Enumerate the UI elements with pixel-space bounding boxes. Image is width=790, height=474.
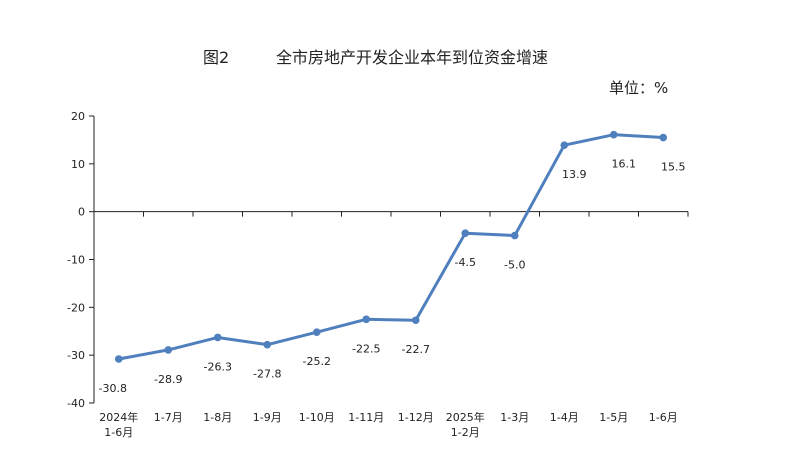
data-label: 16.1 [612, 158, 637, 171]
x-tick-label: 1-12月 [398, 411, 434, 424]
data-label: -22.7 [402, 343, 430, 356]
data-point [411, 316, 420, 325]
data-point [213, 333, 222, 342]
data-point [263, 340, 272, 349]
data-label: -30.8 [99, 382, 127, 395]
data-label: -28.9 [154, 373, 182, 386]
data-point [461, 229, 470, 237]
x-tick-label: 1-5月 [599, 411, 628, 424]
data-point [114, 355, 123, 363]
data-point [609, 130, 618, 139]
y-tick-label: -40 [67, 397, 85, 410]
series-line [117, 133, 665, 361]
x-tick-label: 1-11月 [348, 411, 384, 424]
data-label: -4.5 [455, 256, 476, 269]
y-tick-label: -20 [67, 301, 85, 314]
y-tick-label: -30 [67, 349, 85, 362]
y-tick-label: 20 [71, 110, 85, 123]
chart-title: 全市房地产开发企业本年到位资金增速 [276, 48, 549, 67]
data-point [510, 231, 519, 240]
x-tick-label: 1-9月 [253, 411, 282, 424]
x-tick-label: 1-8月 [203, 411, 232, 424]
x-tick-label: 2024年 1-6月 [99, 410, 138, 439]
x-tick-label: 1-6月 [649, 411, 678, 424]
x-tick-label: 2025年 1-2月 [446, 410, 485, 439]
data-point [362, 315, 371, 324]
data-point [560, 141, 569, 149]
x-tick-label: 1-4月 [550, 411, 579, 424]
data-point [312, 328, 321, 337]
data-point [164, 346, 173, 354]
x-tick-label: 1-7月 [154, 411, 183, 424]
data-label: -27.8 [253, 368, 281, 381]
x-tick-label: 1-3月 [500, 411, 529, 424]
y-tick-label: 0 [78, 206, 85, 219]
y-tick-label: 10 [71, 158, 85, 171]
data-label: -25.2 [303, 355, 331, 368]
y-tick-label: -10 [67, 254, 85, 267]
figure-label: 图2 [203, 48, 230, 67]
x-tick-label: 1-10月 [299, 411, 335, 424]
data-label: -26.3 [204, 360, 232, 373]
data-point [659, 133, 668, 142]
unit-label: 单位：% [609, 79, 669, 97]
data-label: -5.0 [504, 259, 525, 272]
data-label: 13.9 [562, 168, 587, 181]
data-label: 15.5 [661, 161, 686, 174]
data-label: -22.5 [352, 342, 380, 355]
